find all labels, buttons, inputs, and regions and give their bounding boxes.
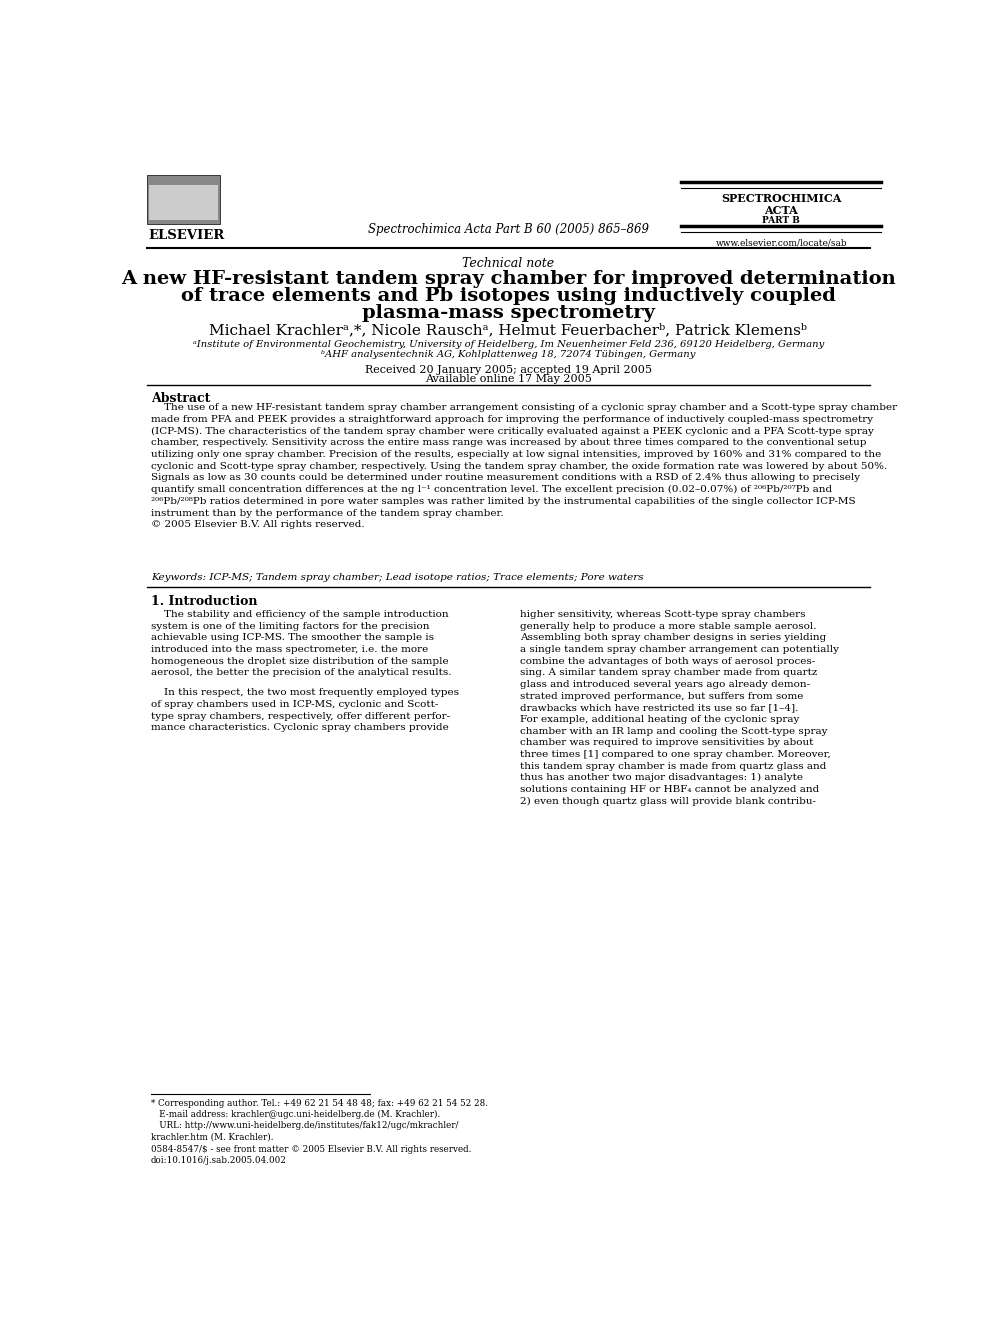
Bar	[150, 185, 218, 220]
Text: of trace elements and Pb isotopes using inductively coupled: of trace elements and Pb isotopes using …	[181, 287, 836, 306]
Text: higher sensitivity, whereas Scott-type spray chambers
generally help to produce : higher sensitivity, whereas Scott-type s…	[520, 610, 839, 806]
Text: 0584-8547/$ - see front matter © 2005 Elsevier B.V. All rights reserved.
doi:10.: 0584-8547/$ - see front matter © 2005 El…	[151, 1144, 471, 1166]
Bar	[147, 175, 220, 224]
Text: PART B: PART B	[763, 216, 801, 225]
Text: Abstract: Abstract	[151, 392, 210, 405]
Text: SPECTROCHIMICA: SPECTROCHIMICA	[721, 193, 841, 204]
Text: ᵇAHF analysentechnik AG, Kohlplattenweg 18, 72074 Tübingen, Germany: ᵇAHF analysentechnik AG, Kohlplattenweg …	[321, 351, 695, 360]
Text: Received 20 January 2005; accepted 19 April 2005: Received 20 January 2005; accepted 19 Ap…	[365, 365, 652, 374]
Text: * Corresponding author. Tel.: +49 62 21 54 48 48; fax: +49 62 21 54 52 28.
   E-: * Corresponding author. Tel.: +49 62 21 …	[151, 1099, 488, 1142]
Text: plasma-mass spectrometry: plasma-mass spectrometry	[362, 304, 655, 323]
Text: Michael Krachlerᵃ,*, Nicole Rauschᵃ, Helmut Feuerbacherᵇ, Patrick Klemensᵇ: Michael Krachlerᵃ,*, Nicole Rauschᵃ, Hel…	[209, 324, 807, 337]
Text: The stability and efficiency of the sample introduction
system is one of the lim: The stability and efficiency of the samp…	[151, 610, 451, 677]
Text: The use of a new HF-resistant tandem spray chamber arrangement consisting of a c: The use of a new HF-resistant tandem spr…	[151, 404, 897, 529]
Text: Keywords: ICP-MS; Tandem spray chamber; Lead isotope ratios; Trace elements; Por: Keywords: ICP-MS; Tandem spray chamber; …	[151, 573, 644, 582]
Text: Technical note: Technical note	[462, 257, 555, 270]
Text: ACTA: ACTA	[765, 205, 799, 216]
Text: ᵃInstitute of Environmental Geochemistry, University of Heidelberg, Im Neuenheim: ᵃInstitute of Environmental Geochemistry…	[192, 340, 824, 349]
Text: Spectrochimica Acta Part B 60 (2005) 865–869: Spectrochimica Acta Part B 60 (2005) 865…	[368, 224, 649, 235]
Text: 1. Introduction: 1. Introduction	[151, 595, 257, 607]
Text: ELSEVIER: ELSEVIER	[149, 229, 225, 242]
Text: Available online 17 May 2005: Available online 17 May 2005	[425, 373, 592, 384]
Text: www.elsevier.com/locate/sab: www.elsevier.com/locate/sab	[715, 238, 847, 247]
Text: A new HF-resistant tandem spray chamber for improved determination: A new HF-resistant tandem spray chamber …	[121, 270, 896, 288]
Text: In this respect, the two most frequently employed types
of spray chambers used i: In this respect, the two most frequently…	[151, 688, 459, 733]
